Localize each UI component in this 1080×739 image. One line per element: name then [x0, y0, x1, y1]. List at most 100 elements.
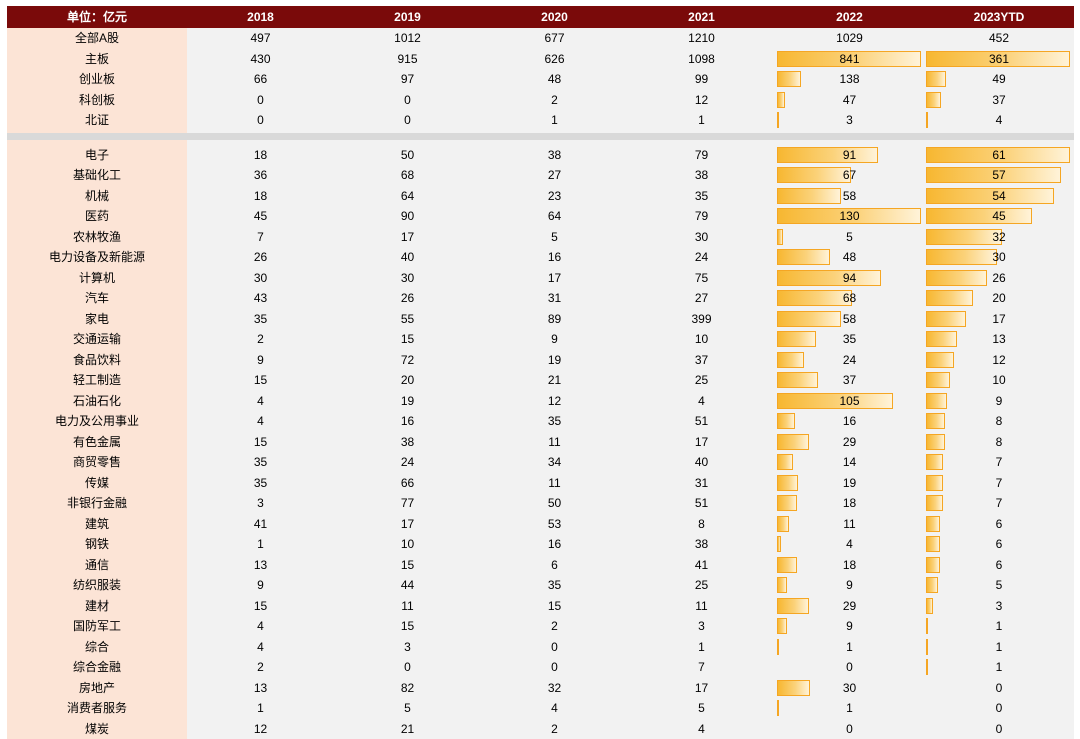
value-cell-2022: 4 — [846, 537, 853, 551]
header-unit-label: 单位：亿元 — [66, 10, 127, 24]
value-cell-2020: 2 — [551, 619, 558, 633]
bar-2022 — [777, 433, 810, 450]
table-row: 食品饮料 9 72 19 37 24 12 — [7, 350, 1074, 371]
value-cell-2021: 10 — [694, 332, 709, 346]
bar-2022 — [777, 331, 816, 347]
value-cell-2018: 4 — [257, 414, 264, 428]
value-cell-2023ytd: 452 — [988, 31, 1010, 45]
value-cell-2021: 79 — [694, 147, 709, 162]
bar-2022 — [777, 700, 779, 716]
value-cell-2018: 2 — [257, 332, 264, 346]
value-cell-2023ytd: 7 — [995, 496, 1003, 510]
table-row: 轻工制造 15 20 21 25 37 10 — [7, 370, 1074, 391]
bar-2023ytd — [926, 50, 1070, 67]
bar-2022 — [777, 679, 811, 696]
value-cell-2019: 26 — [400, 291, 415, 305]
table-row: 全部A股 497 1012 677 1210 1029 452 — [7, 28, 1074, 49]
table-row: 医药 45 90 64 79 130 45 — [7, 206, 1074, 227]
value-cell-2019: 0 — [404, 660, 411, 674]
value-cell-2018: 35 — [253, 475, 268, 490]
row-name: 食品饮料 — [72, 352, 121, 367]
value-cell-2022: 1 — [846, 639, 853, 654]
value-cell-2023ytd: 54 — [992, 188, 1006, 203]
row-name: 综合金融 — [72, 660, 121, 674]
value-cell-2021: 27 — [694, 291, 709, 305]
row-name: 通信 — [84, 557, 109, 572]
value-cell-2021: 31 — [694, 475, 709, 490]
value-cell-2022: 48 — [842, 250, 857, 264]
value-cell-2019: 17 — [400, 516, 415, 531]
value-cell-2019: 30 — [400, 270, 415, 285]
bar-2023ytd — [926, 146, 1070, 163]
bar-2022 — [777, 208, 921, 224]
value-cell-2023ytd: 45 — [992, 209, 1006, 223]
value-cell-2019: 0 — [404, 113, 411, 127]
value-cell-2020: 677 — [544, 31, 565, 45]
row-name: 综合 — [84, 639, 109, 654]
bar-2023ytd — [926, 474, 943, 491]
value-cell-2018: 4 — [257, 393, 264, 408]
value-cell-2022: 67 — [842, 168, 857, 182]
value-cell-2018: 9 — [257, 578, 264, 592]
value-cell-2023ytd: 20 — [992, 291, 1006, 305]
row-name: 电力设备及新能源 — [48, 250, 145, 264]
bar-2022 — [777, 536, 782, 552]
value-cell-2018: 0 — [257, 113, 264, 127]
value-cell-2020: 16 — [547, 250, 562, 264]
table-row: 主板 430 915 626 1098 841 361 — [7, 49, 1074, 70]
bar-2023ytd — [926, 331, 957, 347]
value-cell-2018: 13 — [253, 557, 268, 572]
value-cell-2020: 53 — [547, 516, 562, 531]
value-cell-2018: 43 — [253, 291, 268, 305]
value-cell-2019: 915 — [397, 51, 418, 66]
bar-2022 — [777, 413, 795, 429]
value-cell-2023ytd: 3 — [995, 598, 1003, 613]
row-name: 医药 — [84, 209, 109, 223]
value-cell-2022: 24 — [842, 352, 857, 367]
bar-2022 — [777, 249, 831, 265]
table-row: 非银行金融 3 77 50 51 18 7 — [7, 493, 1074, 514]
value-cell-2019: 90 — [400, 209, 415, 223]
value-cell-2021: 8 — [698, 516, 705, 531]
value-cell-2023ytd: 0 — [995, 680, 1003, 695]
header-col-2018: 2018 — [247, 10, 274, 24]
value-cell-2018: 9 — [257, 352, 264, 367]
value-cell-2019: 44 — [400, 578, 415, 592]
value-cell-2023ytd: 61 — [992, 147, 1006, 162]
value-cell-2020: 35 — [547, 578, 562, 592]
bar-2022 — [777, 577, 787, 593]
row-name: 煤炭 — [84, 721, 109, 736]
value-cell-2019: 38 — [400, 434, 415, 449]
value-cell-2022: 29 — [842, 598, 857, 613]
section-separator — [7, 132, 1074, 140]
bar-2023ytd — [926, 556, 941, 573]
value-cell-2019: 15 — [400, 557, 415, 572]
table-row: 农林牧渔 7 17 5 30 5 32 — [7, 227, 1074, 248]
bar-2022 — [777, 351, 804, 368]
value-cell-2019: 50 — [400, 147, 415, 162]
value-cell-2022: 9 — [846, 578, 853, 592]
value-cell-2021: 40 — [694, 455, 709, 469]
value-cell-2021: 4 — [698, 721, 705, 736]
value-cell-2023ytd: 0 — [995, 701, 1003, 715]
value-cell-2021: 37 — [694, 352, 709, 367]
value-cell-2022: 58 — [842, 311, 857, 326]
row-name: 电力及公用事业 — [54, 414, 139, 428]
value-cell-2023ytd: 30 — [992, 250, 1006, 264]
row-name: 消费者服务 — [66, 701, 127, 715]
value-cell-2022: 16 — [842, 414, 857, 428]
table-row: 计算机 30 30 17 75 94 26 — [7, 268, 1074, 289]
value-cell-2021: 1098 — [688, 51, 715, 66]
value-cell-2020: 0 — [551, 639, 558, 654]
value-cell-2021: 25 — [694, 578, 709, 592]
value-cell-2021: 17 — [694, 434, 709, 449]
value-cell-2018: 35 — [253, 311, 268, 326]
header-col-2019: 2019 — [394, 10, 421, 24]
row-name: 主板 — [84, 51, 109, 66]
bar-2023ytd — [926, 659, 929, 675]
value-cell-2022: 138 — [839, 72, 860, 86]
value-cell-2018: 41 — [253, 516, 268, 531]
row-name: 创业板 — [78, 72, 115, 86]
value-cell-2021: 51 — [694, 414, 709, 428]
bar-2023ytd — [926, 618, 929, 634]
